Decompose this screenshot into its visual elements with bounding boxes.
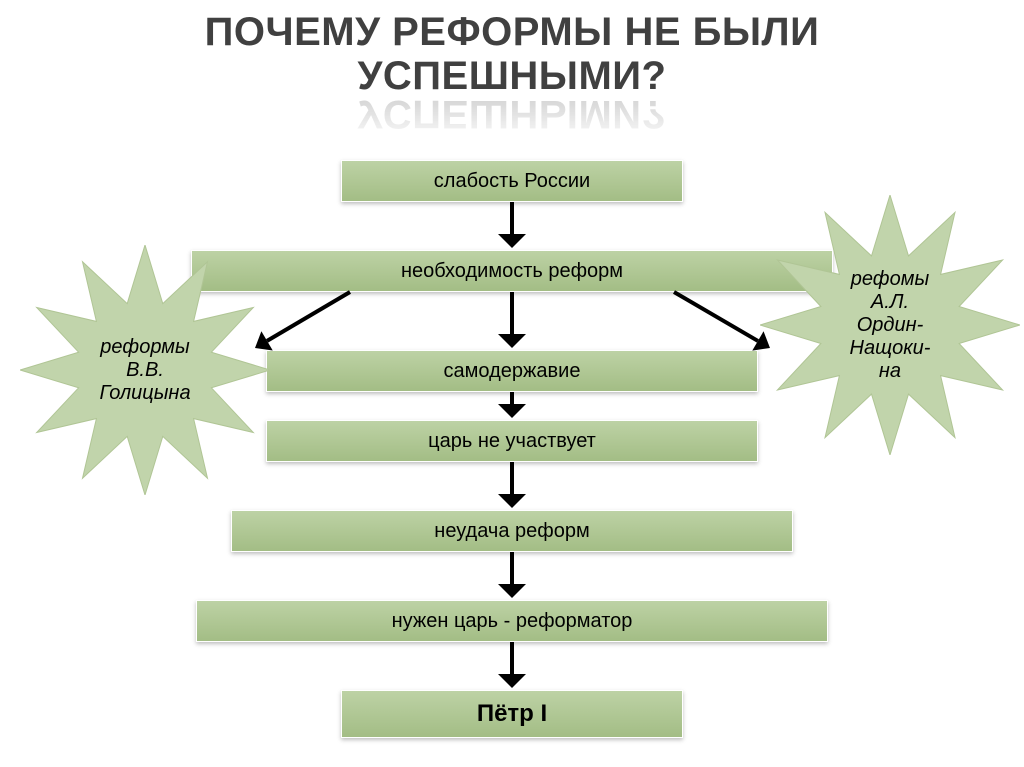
burst-line: А.Л. xyxy=(871,291,909,313)
burst-line: реформы xyxy=(100,336,189,358)
starburst-label: рефомы А.Л. Ордин- Нащоки- на xyxy=(822,268,957,383)
burst-line: В.В. xyxy=(126,359,164,381)
starburst-label: реформы В.В. Голицына xyxy=(80,336,210,405)
burst-line: на xyxy=(879,360,901,382)
burst-line: Голицына xyxy=(99,382,190,404)
burst-line: рефомы xyxy=(851,268,930,290)
burst-line: Нащоки- xyxy=(850,337,931,359)
slide-root: ПОЧЕМУ РЕФОРМЫ НЕ БЫЛИ УСПЕШНЫМИ? слабос… xyxy=(0,0,1024,767)
burst-line: Ордин- xyxy=(857,314,924,336)
starburst-ordin-nashchokin: рефомы А.Л. Ордин- Нащоки- на xyxy=(760,195,1020,455)
starburst-golitsyn: реформы В.В. Голицына xyxy=(20,245,270,495)
